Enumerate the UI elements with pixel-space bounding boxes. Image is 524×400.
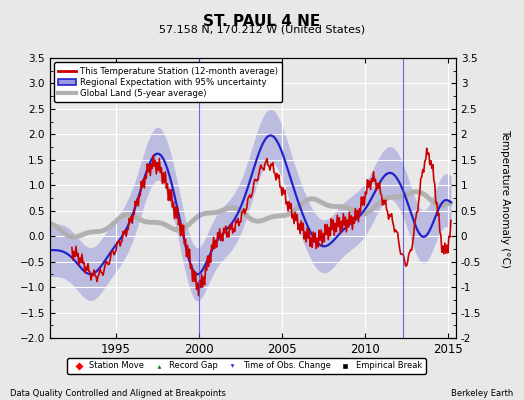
Legend: Station Move, Record Gap, Time of Obs. Change, Empirical Break: Station Move, Record Gap, Time of Obs. C… [67,358,425,374]
Y-axis label: Temperature Anomaly (°C): Temperature Anomaly (°C) [500,128,510,268]
Text: Data Quality Controlled and Aligned at Breakpoints: Data Quality Controlled and Aligned at B… [10,389,226,398]
Text: Berkeley Earth: Berkeley Earth [451,389,514,398]
Legend: This Temperature Station (12-month average), Regional Expectation with 95% uncer: This Temperature Station (12-month avera… [54,62,282,102]
Text: 57.158 N, 170.212 W (United States): 57.158 N, 170.212 W (United States) [159,24,365,34]
Text: ST. PAUL 4 NE: ST. PAUL 4 NE [203,14,321,29]
